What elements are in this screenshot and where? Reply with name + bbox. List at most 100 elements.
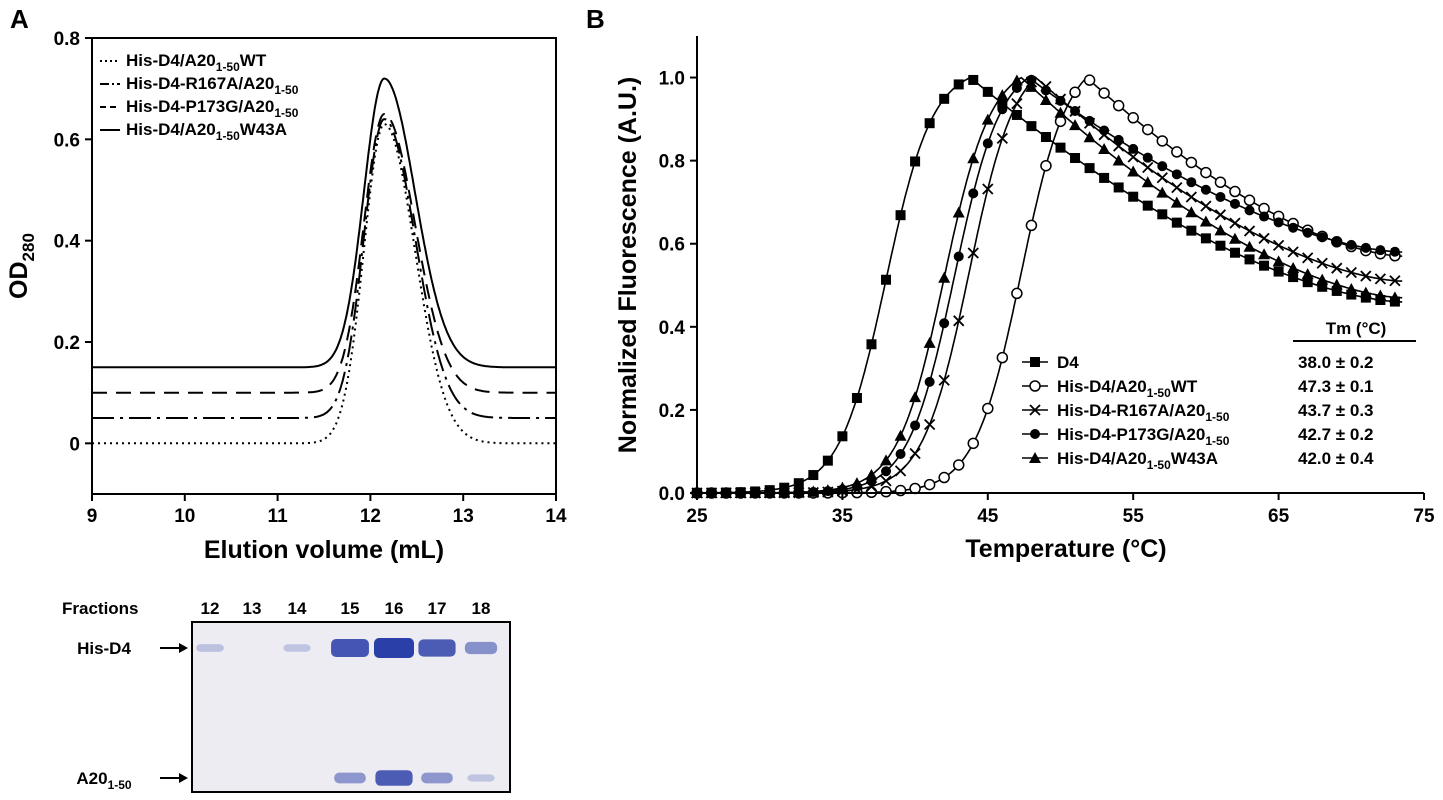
chart-b-point — [851, 393, 862, 404]
chart-a-series-line — [92, 118, 556, 419]
chart-b-point — [1214, 176, 1227, 189]
chart-b-point — [1215, 240, 1226, 251]
chart-b-point — [1229, 198, 1240, 209]
chart-b-point — [1040, 132, 1051, 143]
chart-a: 9 10 11 12 13 14 0 0.2 0.4 0.6 0.8 His-D4/A201-50W… — [5, 29, 567, 564]
chart-b-point — [1011, 97, 1023, 110]
chart-b-point — [1040, 85, 1051, 96]
chart-a-y-tick-label: 0.6 — [54, 130, 80, 151]
chart-a-legend-entry: His-D4-P173G/A201-50 — [126, 97, 299, 120]
chart-b-legend-entry: D4 — [1057, 353, 1079, 372]
gel-lane-label: 12 — [201, 599, 220, 618]
chart-b-point — [1330, 278, 1343, 290]
chart-a-ylabel: OD280 — [5, 233, 38, 299]
gel-band-arrowhead — [179, 773, 188, 783]
chart-b-point — [996, 132, 1008, 144]
chart-b-point — [1157, 161, 1168, 172]
chart-a-legend-entry: His-D4-R167A/A201-50 — [126, 74, 299, 97]
chart-b-ticks: 25 35 45 55 65 75 0.0 0.2 0.4 0.6 0.8 1.0 — [659, 69, 1435, 527]
chart-b-point — [1215, 191, 1226, 202]
chart-b-point — [881, 466, 892, 477]
chart-b-point — [1070, 153, 1081, 164]
chart-b-point — [822, 455, 833, 466]
chart-b-point — [924, 118, 935, 129]
chart-b-point — [1214, 209, 1227, 221]
chart-b-point — [1389, 246, 1400, 257]
chart-b-point — [982, 402, 994, 415]
chart-b-point — [1128, 143, 1139, 154]
chart-b-point — [1345, 282, 1358, 294]
chart-b-point — [924, 418, 936, 431]
chart-b-point — [1025, 80, 1038, 92]
chart-b-point — [923, 478, 936, 491]
chart-a-y-tick-label: 0.8 — [54, 29, 80, 50]
chart-b-point — [1302, 252, 1314, 264]
chart-b-ylabel: Normalized Fluorescence (A.U.) — [614, 77, 642, 453]
chart-b-point — [793, 478, 804, 489]
chart-b-y-tick-label: 0.4 — [659, 318, 686, 339]
chart-b-point — [1099, 125, 1110, 136]
gel-fractions-label: Fractions — [62, 599, 139, 618]
chart-b-point — [880, 454, 893, 466]
chart-b-point — [1288, 272, 1299, 283]
gel-lane-label: 18 — [472, 599, 491, 618]
chart-b-point — [1243, 194, 1256, 207]
chart-b-point — [1258, 232, 1270, 245]
chart-b-point — [982, 138, 993, 149]
chart-b-point — [953, 315, 965, 327]
chart-b-point — [1098, 143, 1111, 155]
chart-b-legend-tm: 43.7 ± 0.3 — [1298, 401, 1374, 420]
panel-letter-a: A — [10, 4, 29, 34]
chart-b-point — [1273, 217, 1284, 228]
chart-b-point — [1026, 121, 1037, 132]
chart-a-series-line — [92, 77, 556, 369]
gel-band-labels: His-D4 A201-50 — [76, 639, 188, 792]
chart-b-point — [1244, 205, 1255, 216]
chart-a-x-tick-label: 13 — [453, 506, 474, 527]
chart-b-point — [1084, 163, 1095, 174]
chart-a-series-line — [92, 123, 556, 445]
chart-b-point — [909, 482, 921, 495]
chart-b-legend-marker — [1029, 404, 1041, 416]
gel-band — [374, 638, 414, 658]
chart-b-point — [895, 210, 906, 221]
chart-b-point — [1171, 146, 1183, 158]
chart-b-point — [1287, 261, 1300, 273]
chart-b-point — [1026, 74, 1037, 85]
chart-b-point — [924, 376, 935, 387]
chart-b-point — [1200, 184, 1211, 195]
chart-b-point — [837, 431, 848, 442]
chart-b-point — [1069, 119, 1082, 131]
chart-b-point — [850, 477, 863, 489]
chart-b-point — [1359, 286, 1372, 298]
chart-b-point — [967, 437, 980, 450]
chart-b-y-tick-label: 1.0 — [659, 69, 685, 90]
gel-bands — [196, 638, 498, 786]
chart-b-legend-marker — [1030, 429, 1040, 439]
gel-band — [464, 641, 498, 655]
chart-b-point — [1243, 240, 1256, 252]
chart-b-point — [1083, 74, 1096, 86]
chart-b-point — [1360, 242, 1371, 253]
chart-b-point — [1331, 236, 1342, 247]
chart-b-point — [1141, 176, 1154, 188]
chart-b-point — [1171, 217, 1182, 228]
chart-b-point — [894, 429, 907, 441]
chart-b-point — [923, 336, 936, 348]
chart-b-point — [1098, 87, 1110, 99]
chart-b-point — [1171, 181, 1183, 194]
chart-b-point — [982, 86, 993, 97]
chart-b-point — [953, 251, 964, 262]
chart-b-x-tick-label: 75 — [1413, 506, 1435, 527]
chart-b-legend-entry: His-D4/A201-50W43A — [1057, 449, 1218, 472]
chart-b-point — [1011, 287, 1023, 300]
chart-b-point — [1040, 159, 1052, 172]
gel-band — [283, 644, 311, 652]
chart-b-point — [895, 449, 906, 460]
gel-lane-label: 14 — [288, 599, 307, 618]
chart-b-point — [836, 481, 849, 493]
chart-b-point — [1171, 169, 1182, 180]
chart-b-point — [1259, 260, 1270, 271]
chart-b-point — [1185, 156, 1198, 169]
